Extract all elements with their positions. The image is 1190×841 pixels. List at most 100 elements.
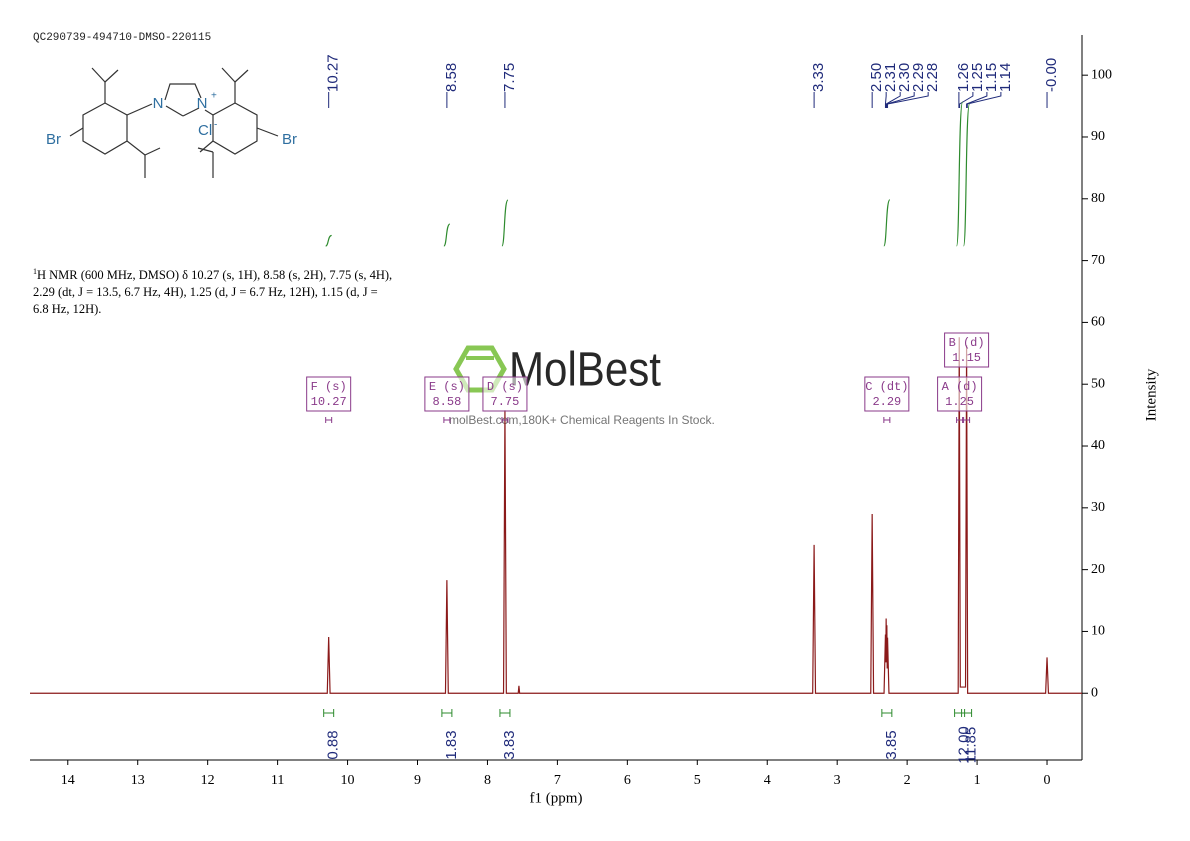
y-tick-label: 60 — [1091, 315, 1105, 330]
multiplet-range — [883, 417, 891, 423]
x-tick-label: 9 — [414, 773, 421, 788]
structure-labels: N N + Cl - Br Br — [46, 91, 297, 148]
multiplet-name: B (d) — [949, 336, 985, 350]
atom-label: Br — [46, 131, 61, 148]
x-tick-label: 5 — [694, 773, 701, 788]
multiplet-box — [482, 376, 528, 412]
integral-curve — [956, 101, 964, 247]
multiplet-range — [501, 417, 509, 423]
multiplet-name: A (d) — [942, 380, 978, 394]
x-tick-label: 11 — [271, 773, 284, 788]
sample-id: QC290739-494710-DMSO-220115 — [33, 32, 211, 44]
peak-connector — [966, 92, 1002, 108]
multiplet-range — [443, 417, 451, 423]
watermark-brand: MolBest — [509, 344, 661, 397]
description-text: H NMR (600 MHz, DMSO) δ 10.27 (s, 1H), 8… — [33, 268, 393, 317]
multiplet-shift: 1.25 — [945, 395, 974, 409]
peak-label: 1.15 — [983, 63, 1000, 92]
integral-label: 11.85 — [963, 727, 980, 763]
y-tick-label: 100 — [1091, 67, 1112, 82]
y-tick-label: 90 — [1091, 129, 1105, 144]
structure — [69, 67, 279, 178]
peak-label: 1.14 — [997, 63, 1014, 92]
multiplet-shift: 8.58 — [432, 395, 461, 409]
multiplet-shift: 1.15 — [952, 351, 981, 365]
integral-curve — [443, 223, 451, 247]
peak-label: 2.30 — [896, 63, 913, 92]
x-tick-label: 13 — [131, 773, 145, 788]
x-tick-label: 8 — [484, 773, 491, 788]
peak-label: 1.26 — [955, 63, 972, 92]
peak-connector — [884, 92, 887, 108]
peak-label: 2.31 — [882, 63, 899, 92]
watermark-tagline: molBest.com,180K+ Chemical Reagents In S… — [449, 413, 715, 427]
multiplet-box — [937, 376, 983, 412]
peak-label: 3.33 — [810, 63, 827, 92]
peak-connector — [959, 92, 974, 108]
nmr-description: 1H NMR (600 MHz, DMSO) δ 10.27 (s, 1H), … — [33, 263, 393, 318]
atom-charge: - — [214, 120, 217, 131]
peak-connector — [887, 92, 929, 108]
multiplet-box — [424, 376, 470, 412]
integral-bracket — [323, 709, 335, 717]
peak-connector — [885, 92, 901, 108]
y-tick-label: 10 — [1091, 624, 1105, 639]
multiplet-name: D (s) — [487, 380, 523, 394]
integral-label: 0.88 — [325, 730, 342, 759]
peak-connector — [966, 92, 988, 108]
description-sup: 1 — [33, 267, 37, 276]
integral-curve — [501, 199, 509, 247]
peak-label: 2.29 — [910, 63, 927, 92]
peak-label: 2.28 — [924, 63, 941, 92]
integral-bracket — [881, 709, 893, 717]
integral-bracket — [441, 709, 453, 717]
y-tick-label: 40 — [1091, 438, 1105, 453]
multiplet-box — [864, 376, 910, 412]
watermark: MolBest molBest.com,180K+ Chemical Reage… — [449, 344, 715, 428]
y-tick-label: 70 — [1091, 253, 1105, 268]
peak-label: 2.50 — [868, 63, 885, 92]
integral-label: 12.00 — [956, 726, 973, 764]
x-tick-label: 7 — [554, 773, 561, 788]
integral-curve — [325, 234, 332, 247]
x-tick-label: 2 — [904, 773, 911, 788]
x-tick-label: 6 — [624, 773, 631, 788]
multiplet-name: E (s) — [429, 380, 465, 394]
y-axis-title: Intensity — [1143, 368, 1159, 421]
peak-label: 10.27 — [325, 54, 342, 92]
integral-label: 1.83 — [443, 730, 460, 759]
atom-label: N — [153, 95, 164, 112]
multiplet-box — [944, 332, 990, 368]
peak-label: 1.25 — [969, 63, 986, 92]
integral-label: 3.85 — [883, 730, 900, 759]
integral-curve — [883, 199, 891, 247]
peak-label: 7.75 — [501, 63, 518, 92]
multiplet-shift: 2.29 — [872, 395, 901, 409]
y-tick-label: 0 — [1091, 685, 1098, 700]
atom-label: Br — [282, 131, 297, 148]
y-tick-label: 50 — [1091, 376, 1105, 391]
multiplet-range — [956, 417, 964, 423]
multiplet-box — [306, 376, 352, 412]
atom-label: N — [197, 95, 208, 112]
x-tick-label: 10 — [341, 773, 355, 788]
multiplet-name: F (s) — [311, 380, 347, 394]
integral-curve — [962, 103, 971, 247]
multiplet-shift: 10.27 — [311, 395, 347, 409]
x-tick-label: 1 — [974, 773, 981, 788]
x-tick-label: 0 — [1044, 773, 1051, 788]
x-tick-label: 3 — [834, 773, 841, 788]
integral-bracket — [961, 709, 973, 717]
integral-bracket — [499, 709, 511, 717]
x-tick-label: 12 — [201, 773, 215, 788]
peak-connector — [886, 92, 915, 108]
x-tick-label: 14 — [61, 773, 75, 788]
peak-label: -0.00 — [1043, 58, 1060, 92]
atom-label: Cl — [198, 122, 212, 139]
x-axis-title: f1 (ppm) — [530, 790, 583, 806]
atom-charge: + — [211, 91, 217, 102]
multiplet-name: C (dt) — [865, 380, 908, 394]
multiplet-range — [963, 417, 971, 423]
